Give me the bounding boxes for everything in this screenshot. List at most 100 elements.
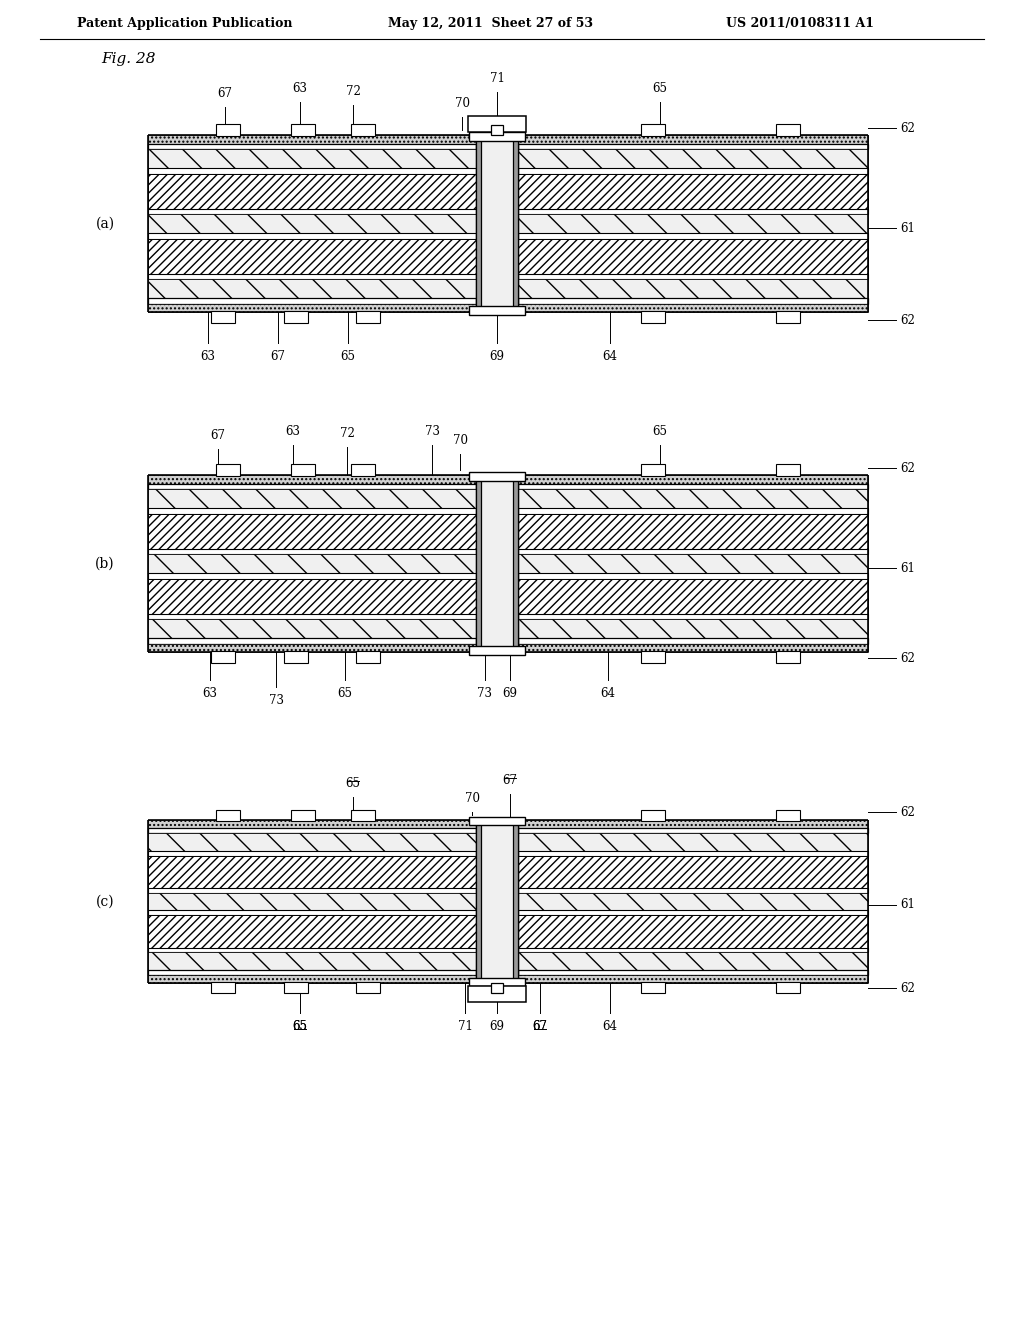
Bar [776,312,800,323]
Text: (b): (b) [95,557,115,570]
Text: Fig. 28: Fig. 28 [100,51,156,66]
Text: 65: 65 [293,1020,307,1034]
Bar [211,982,234,993]
Text: 67: 67 [532,1020,548,1034]
Bar [641,465,665,477]
Bar [641,124,665,136]
Text: 62: 62 [900,805,914,818]
Bar [518,135,868,144]
Bar [284,982,308,993]
Bar [148,833,476,851]
Text: 71: 71 [489,73,505,84]
Text: 73: 73 [477,686,493,700]
Text: 67: 67 [211,429,225,442]
Bar [148,573,476,578]
Text: 63: 63 [286,425,300,438]
Bar [641,312,665,323]
Text: 72: 72 [340,426,354,440]
Bar [351,810,375,821]
Text: 63: 63 [293,82,307,95]
Text: 70: 70 [453,434,468,447]
Bar [481,135,513,313]
Bar [211,312,234,323]
Bar [518,888,868,892]
Text: 65: 65 [345,777,360,789]
Bar [148,169,476,174]
Bar [518,304,868,313]
Bar [776,810,800,821]
Text: 69: 69 [489,350,505,363]
Bar [518,952,868,970]
Bar [518,833,868,851]
Bar [148,508,476,513]
Text: 65: 65 [341,350,355,363]
Bar [216,810,240,821]
Text: 73: 73 [425,425,439,438]
Text: 72: 72 [345,84,360,98]
Text: (c): (c) [95,895,115,908]
Bar [476,820,518,983]
Bar [490,125,503,135]
Text: 62: 62 [900,982,914,994]
Bar [148,475,476,483]
Bar [518,209,868,214]
Bar [148,952,476,970]
Bar [356,651,380,663]
Bar [216,465,240,477]
Bar [291,124,315,136]
Bar [518,149,868,169]
Text: 67: 67 [503,774,517,787]
Text: 65: 65 [293,1020,307,1034]
Bar [518,855,868,888]
Bar [476,135,481,313]
Bar [518,639,868,644]
Bar [776,651,800,663]
Text: 61: 61 [900,899,914,912]
Bar [518,828,868,833]
Bar [518,619,868,639]
Bar [518,214,868,234]
Bar [148,975,476,983]
Text: 71: 71 [458,1020,472,1034]
Bar [476,475,518,652]
Bar [148,619,476,639]
Bar [469,132,525,141]
Bar [518,911,868,915]
Bar [518,549,868,554]
Text: 63: 63 [201,350,215,363]
Text: 69: 69 [489,1020,505,1034]
Bar [148,614,476,619]
Bar [641,982,665,993]
Text: 67: 67 [532,1020,548,1034]
Bar [476,135,518,313]
Text: 63: 63 [203,686,217,700]
Bar [148,488,476,508]
Bar [518,614,868,619]
Bar [481,475,513,652]
Text: 67: 67 [270,350,286,363]
Bar [148,820,476,828]
Bar [148,644,476,652]
Bar [641,810,665,821]
Bar [518,513,868,549]
Text: 67: 67 [217,87,232,100]
Text: 61: 61 [900,561,914,574]
Bar [469,978,525,986]
Bar [148,549,476,554]
Bar [518,892,868,911]
Bar [148,304,476,313]
Bar [518,169,868,174]
Bar [469,306,525,315]
Bar [148,239,476,273]
Bar [518,948,868,952]
Bar [518,234,868,239]
Bar [518,488,868,508]
Text: 62: 62 [900,314,914,326]
Bar [291,465,315,477]
Bar [469,647,525,656]
Text: 70: 70 [465,792,479,805]
Bar [468,986,526,1002]
Bar [641,651,665,663]
Bar [148,279,476,298]
Bar [148,892,476,911]
